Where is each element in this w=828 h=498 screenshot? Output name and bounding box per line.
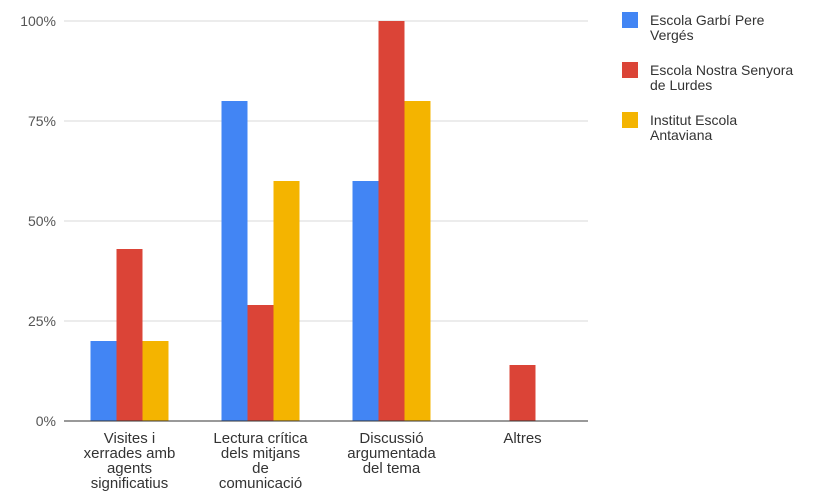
legend-swatch (622, 12, 638, 28)
legend-label-line: Vergés (650, 27, 694, 43)
x-category-label-line: agents (107, 460, 152, 477)
y-tick-label: 0% (36, 413, 56, 429)
bar-series-0-category-1 (221, 101, 248, 421)
legend-label-line: de Lurdes (650, 77, 712, 93)
x-category-label-line: argumentada (347, 445, 436, 462)
x-axis-category-labels: Visites i xerrades amb agents significatius… (84, 430, 542, 492)
x-category-label-line: Visites i (104, 430, 155, 447)
bar-series-1-category-2 (378, 21, 405, 421)
gridlines (64, 20, 588, 322)
x-category-label-line: comunicació (219, 475, 302, 492)
legend-label-line: Institut Escola (650, 112, 737, 128)
y-tick-label: 75% (28, 113, 56, 129)
y-tick-label: 25% (28, 313, 56, 329)
legend-label: Escola Nostra Senyora de Lurdes (650, 62, 793, 93)
bar-series-2-category-0 (142, 341, 169, 421)
bar-series-0-category-0 (90, 341, 117, 421)
x-category-label-line: significatius (91, 475, 169, 492)
x-category-label: Altres (503, 430, 541, 447)
y-tick-label: 50% (28, 213, 56, 229)
bars (90, 21, 536, 421)
y-tick-label: 100% (20, 13, 56, 29)
legend-item-0: Escola Garbí Pere Vergés (622, 12, 765, 43)
x-category-label-line: Discussió (359, 430, 423, 447)
legend-label: Escola Garbí Pere Vergés (650, 12, 765, 43)
legend-swatch (622, 62, 638, 78)
legend-label-line: Escola Garbí Pere (650, 12, 765, 28)
bar-series-0-category-2 (352, 181, 379, 421)
bar-series-1-category-0 (116, 249, 143, 421)
x-category-label-line: dels mitjans (221, 445, 300, 462)
bar-series-1-category-3 (509, 365, 536, 421)
x-category-label-line: Lectura crítica (213, 430, 308, 447)
x-category-label-line: de (252, 460, 269, 477)
bar-series-2-category-1 (273, 181, 300, 421)
x-category-label: Lectura crítica dels mitjans de comunicació (213, 430, 308, 492)
x-category-label: Visites i xerrades amb agents significatius (84, 430, 176, 492)
legend-label: Institut Escola Antaviana (650, 112, 737, 143)
bar-series-1-category-1 (247, 305, 274, 421)
y-axis-tick-labels: 0% 25% 50% 75% 100% (20, 13, 56, 429)
legend-label-line: Escola Nostra Senyora (650, 62, 793, 78)
x-category-label-line: xerrades amb (84, 445, 176, 462)
legend-item-2: Institut Escola Antaviana (622, 112, 737, 143)
x-category-label-line: Altres (503, 430, 541, 447)
x-category-label: Discussió argumentada del tema (347, 430, 436, 477)
x-category-label-line: del tema (363, 460, 421, 477)
legend-label-line: Antaviana (650, 127, 712, 143)
legend-swatch (622, 112, 638, 128)
bar-series-2-category-2 (404, 101, 431, 421)
legend: Escola Garbí Pere Vergés Escola Nostra Sen… (622, 12, 793, 143)
legend-item-1: Escola Nostra Senyora de Lurdes (622, 62, 793, 93)
